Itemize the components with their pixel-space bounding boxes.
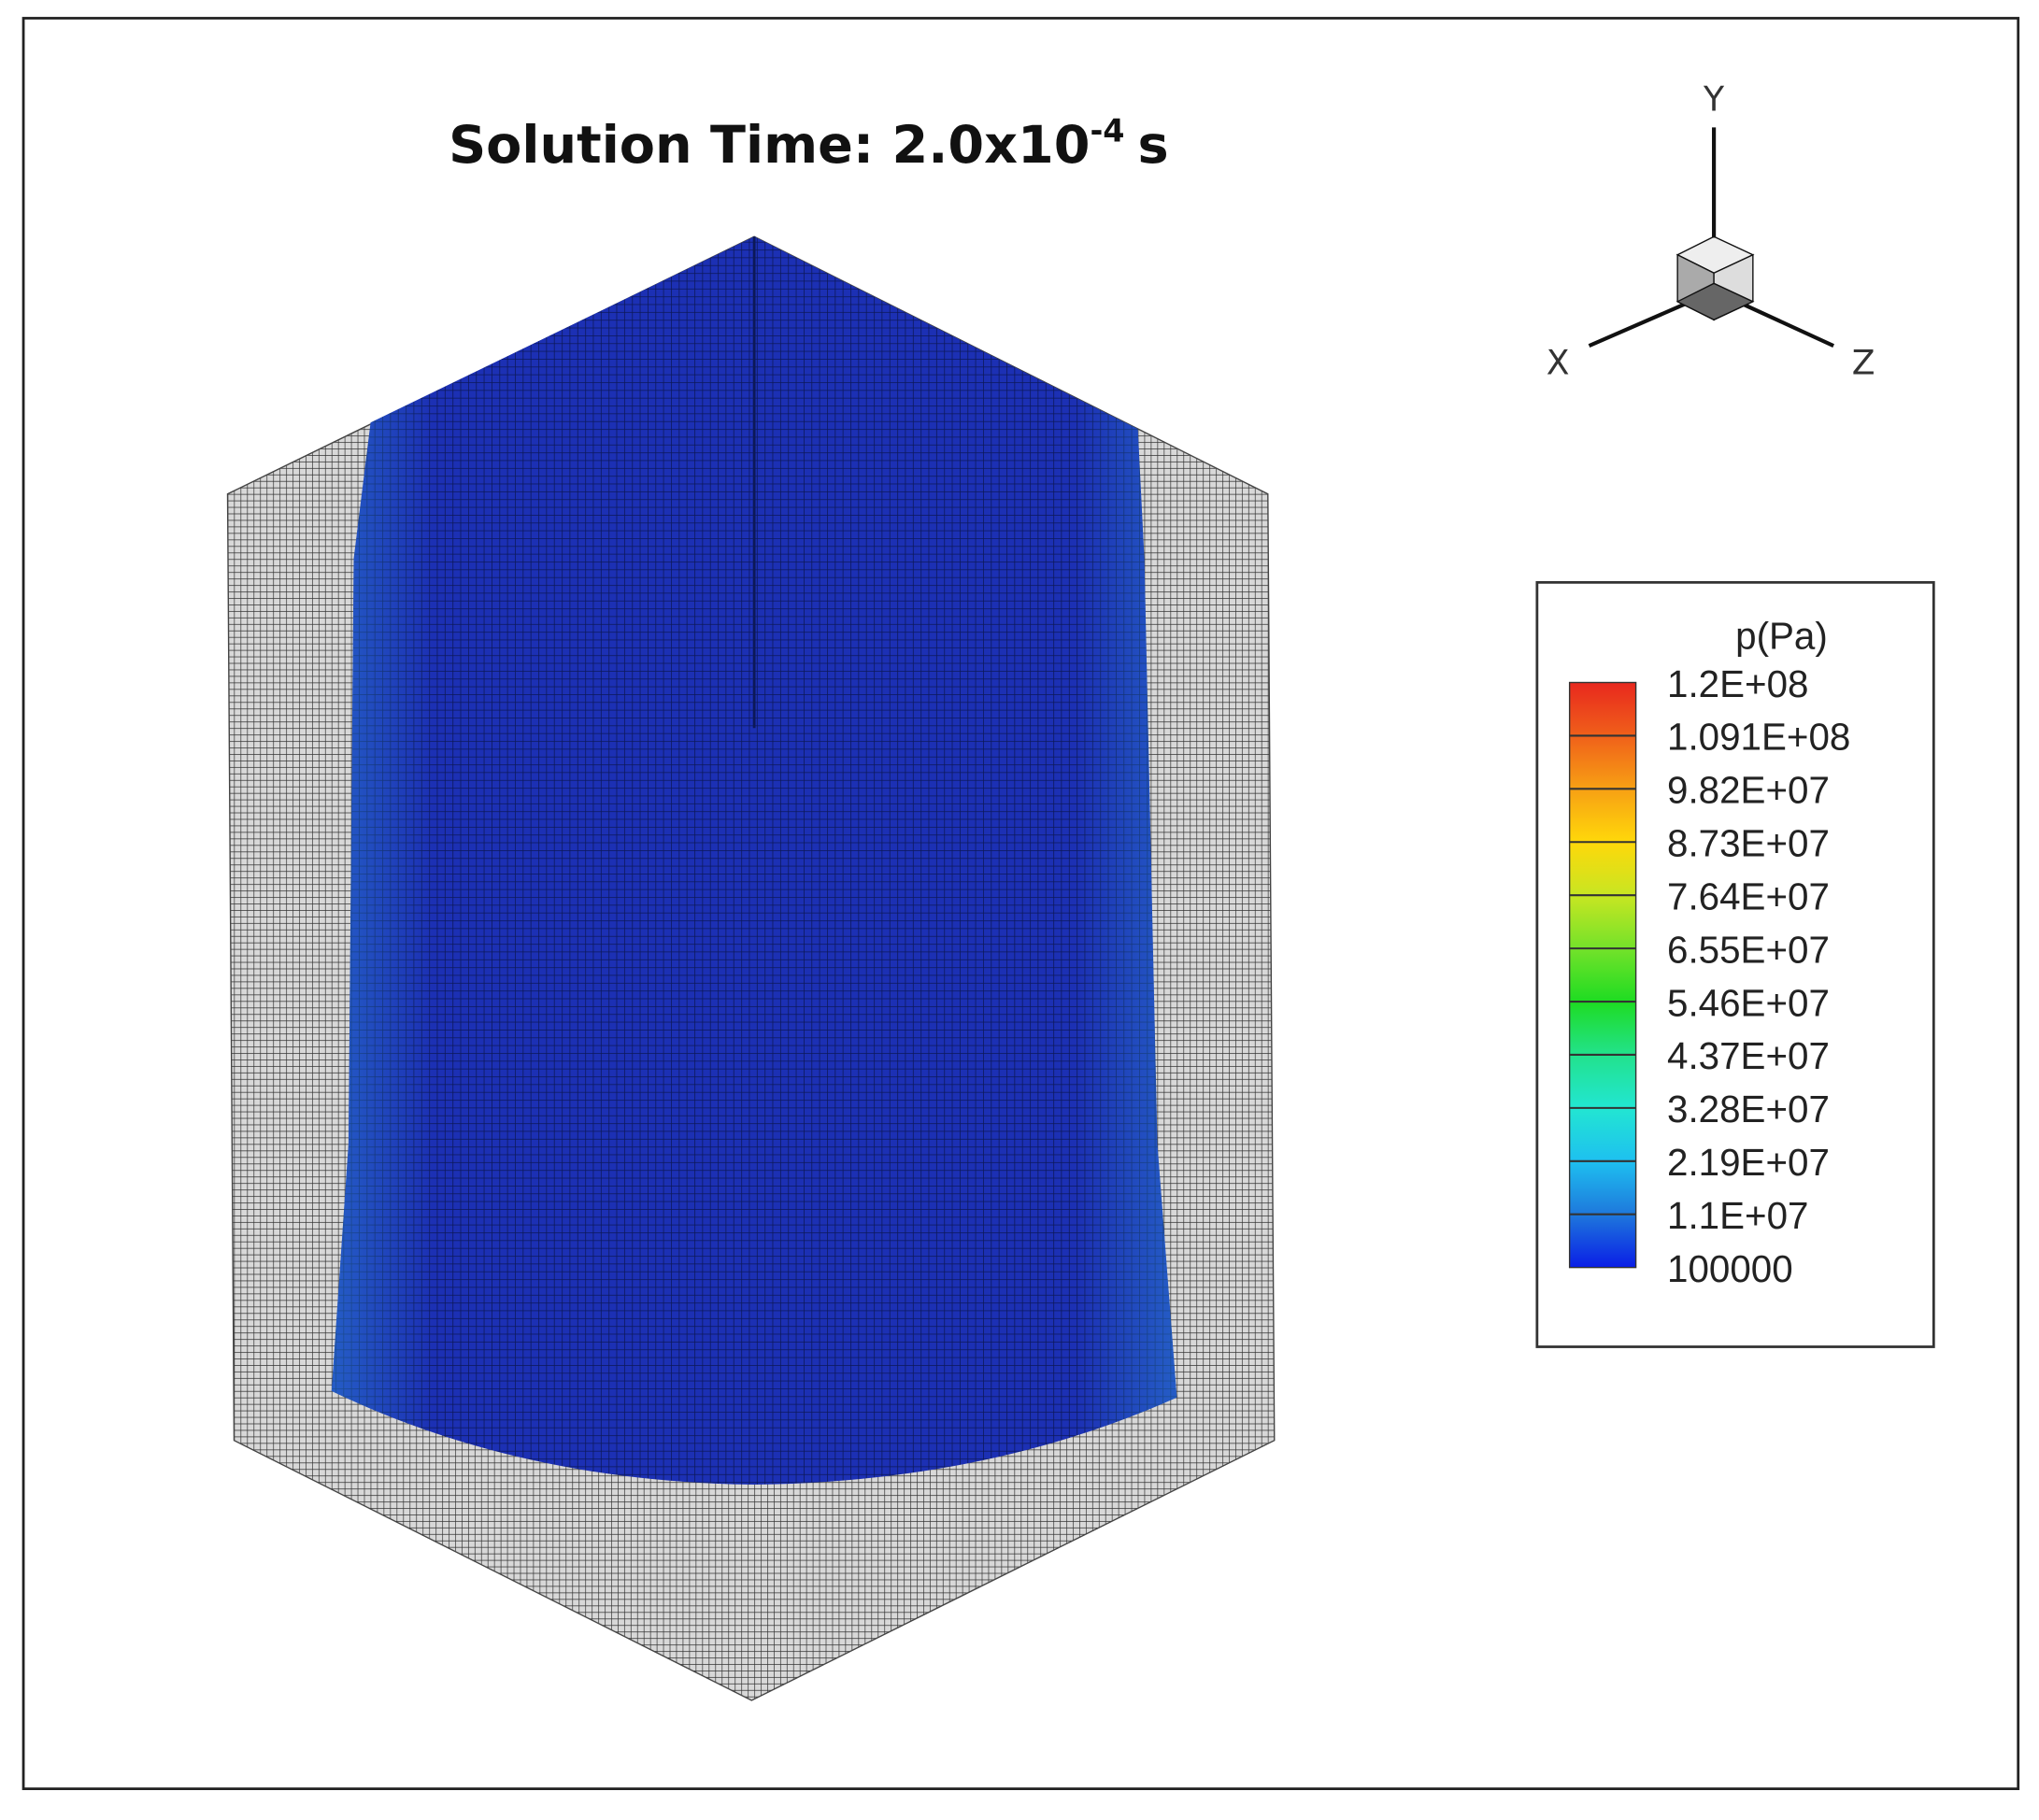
legend-title: p(Pa) <box>1735 614 1828 657</box>
axis-triad <box>1588 127 1835 348</box>
legend-level-label: 1.2E+08 <box>1667 662 1808 705</box>
colorbar <box>1568 681 1637 1269</box>
title-exponent: -4 <box>1090 113 1124 149</box>
title-text: Solution Time: 2.0x10 <box>449 115 1090 176</box>
axis-label-y: Y <box>1703 78 1725 119</box>
legend: p(Pa) 1.2E+08 1.091E+08 9.82E+07 8.73E+07 7.… <box>1535 580 1935 1348</box>
axis-label-z: Z <box>1852 343 1875 383</box>
legend-level-label: 2.19E+07 <box>1667 1141 1830 1184</box>
legend-level-label: 4.37E+07 <box>1667 1034 1830 1077</box>
legend-level-label: 9.82E+07 <box>1667 769 1830 812</box>
title: Solution Time: 2.0x10-4 s <box>449 113 1168 176</box>
legend-level-label: 100000 <box>1667 1247 1793 1290</box>
axis-label-x: X <box>1547 343 1570 383</box>
legend-level-label: 6.55E+07 <box>1667 928 1830 971</box>
legend-level-label: 8.73E+07 <box>1667 822 1830 865</box>
legend-level-label: 3.28E+07 <box>1667 1088 1830 1130</box>
legend-level-label: 7.64E+07 <box>1667 874 1830 917</box>
legend-level-label: 1.1E+07 <box>1667 1194 1808 1237</box>
legend-level-label: 5.46E+07 <box>1667 981 1830 1024</box>
fluid-highlight <box>331 236 1177 1486</box>
legend-level-label: 1.091E+08 <box>1667 716 1850 759</box>
title-unit: s <box>1137 115 1168 176</box>
